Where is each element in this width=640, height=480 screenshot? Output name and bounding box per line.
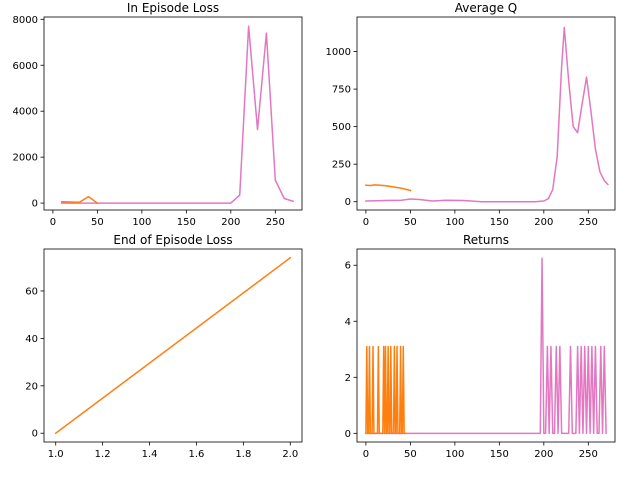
x-tick-label: 2.0	[282, 449, 298, 460]
series-line-run-pink	[365, 26, 609, 203]
y-tick-label: 4	[345, 317, 351, 328]
x-tick-label: 100	[445, 217, 464, 228]
y-tick-label: 500	[332, 122, 351, 133]
x-tick-label: 250	[266, 217, 285, 228]
series-line-run-orange	[365, 184, 412, 192]
y-tick-label: 0	[32, 199, 38, 210]
y-tick-label: 250	[332, 160, 351, 171]
series-line-run-orange	[54, 256, 292, 435]
x-tick-label: 50	[404, 217, 417, 228]
x-tick-label: 1.8	[235, 449, 251, 460]
series-line-run-pink	[61, 25, 295, 204]
x-tick-label: 100	[132, 217, 151, 228]
series-line-run-pink	[365, 257, 607, 435]
y-tick-label: 2000	[13, 153, 38, 164]
x-tick-label: 50	[91, 217, 104, 228]
chart-title: In Episode Loss	[127, 1, 219, 15]
y-tick-label: 20	[25, 381, 38, 392]
x-tick-label: 200	[221, 217, 240, 228]
x-tick-label: 1.4	[142, 449, 158, 460]
x-tick-label: 150	[490, 217, 509, 228]
chart-title: Returns	[463, 233, 509, 247]
x-tick-label: 100	[445, 449, 464, 460]
y-tick-label: 0	[32, 429, 38, 440]
x-tick-label: 0	[50, 217, 56, 228]
panel-average-q: Average Q 0 50 100 150 200 250 0 250 500 750 1000	[326, 1, 616, 228]
y-tick-label: 4000	[13, 107, 38, 118]
y-tick-label: 8000	[13, 15, 38, 26]
x-tick-label: 200	[534, 449, 553, 460]
x-tick-label: 1.2	[95, 449, 111, 460]
y-tick-label: 0	[345, 197, 351, 208]
chart-title: Average Q	[455, 1, 518, 15]
x-tick-label: 50	[404, 449, 417, 460]
x-tick-label: 1.6	[189, 449, 205, 460]
y-tick-label: 60	[25, 286, 38, 297]
panel-returns: Returns 0 50 100 150 200 250 0 2 4 6	[345, 233, 616, 460]
y-tick-label: 1000	[326, 47, 351, 58]
x-tick-label: 0	[363, 217, 369, 228]
y-tick-label: 6000	[13, 61, 38, 72]
series-line-run-orange	[61, 195, 99, 205]
axes-frame	[43, 16, 303, 211]
y-tick-label: 0	[345, 429, 351, 440]
x-tick-label: 250	[579, 449, 598, 460]
x-tick-label: 1.0	[48, 449, 64, 460]
panel-end-of-episode-loss: End of Episode Loss 1.0 1.2 1.4 1.6 1.8 2.0 0 2…	[25, 233, 303, 460]
chart-title: End of Episode Loss	[113, 233, 232, 247]
x-tick-label: 0	[363, 449, 369, 460]
x-tick-label: 150	[177, 217, 196, 228]
y-tick-label: 2	[345, 373, 351, 384]
panel-in-episode-loss: In Episode Loss 0 50 100 150 200 250 0 2000 4000…	[13, 1, 303, 228]
axes-frame	[43, 248, 303, 443]
axes-frame	[356, 248, 616, 443]
series-line-run-orange	[365, 345, 407, 435]
axes-frame	[356, 16, 616, 211]
y-tick-label: 750	[332, 85, 351, 96]
y-tick-label: 6	[345, 261, 351, 272]
x-tick-label: 200	[534, 217, 553, 228]
x-tick-label: 250	[579, 217, 598, 228]
y-tick-label: 40	[25, 334, 38, 345]
x-tick-label: 150	[490, 449, 509, 460]
